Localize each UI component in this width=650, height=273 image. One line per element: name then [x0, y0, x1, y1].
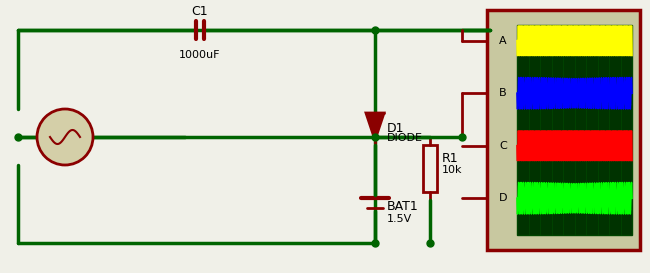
- Circle shape: [37, 109, 93, 165]
- Text: D1: D1: [387, 121, 404, 135]
- Text: 1.5V: 1.5V: [387, 214, 412, 224]
- Text: R1: R1: [442, 152, 459, 165]
- FancyBboxPatch shape: [487, 10, 640, 250]
- Polygon shape: [366, 113, 384, 140]
- FancyBboxPatch shape: [517, 25, 632, 235]
- Text: DIODE: DIODE: [387, 133, 423, 143]
- Text: 1000uF: 1000uF: [179, 50, 221, 60]
- Text: A: A: [499, 36, 506, 46]
- Text: D: D: [499, 193, 508, 203]
- Text: C1: C1: [192, 5, 208, 18]
- Text: B: B: [499, 88, 506, 98]
- Text: BAT1: BAT1: [387, 200, 419, 213]
- Text: 10k: 10k: [442, 165, 463, 175]
- Text: C: C: [499, 141, 507, 151]
- FancyBboxPatch shape: [423, 145, 437, 192]
